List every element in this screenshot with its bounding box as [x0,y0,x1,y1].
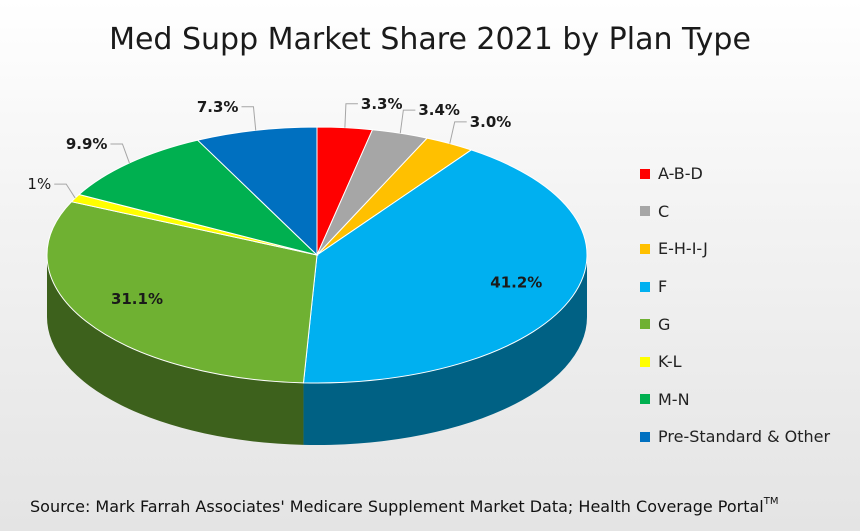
data-label-c: 3.4% [418,101,460,119]
legend-item-g: G [640,305,855,343]
legend-label-pre-standard-other: Pre-Standard & Other [658,427,831,447]
side-f [303,255,587,446]
legend-swatch-e-h-i-j [640,243,650,254]
data-label-a-b-d: 3.3% [361,95,403,113]
slice-f [302,149,588,384]
legend-label-g: G [658,314,671,334]
leader-line-m-n [110,143,130,164]
legend-item-c: C [640,193,855,231]
chart-title: Med Supp Market Share 2021 by Plan Type [109,22,751,57]
legend-item-k-l: K-L [640,343,855,381]
data-label-m-n: 9.9% [66,135,108,153]
legend-swatch-f [640,281,650,292]
leader-line-c [399,109,416,134]
legend: A-B-D C E-H-I-J F G K-L M-N Pre-Standard & Othe… [640,155,855,456]
data-label-g: 31.1% [111,290,163,308]
source-text: Source: Mark Farrah Associates' Medicare… [30,497,764,516]
legend-swatch-pre-standard-other [640,431,650,442]
legend-item-m-n: M-N [640,381,855,419]
legend-item-e-h-i-j: E-H-I-J [640,230,855,268]
legend-swatch-k-l [640,356,650,367]
data-label-pre-standard-other: 7.3% [197,98,239,116]
source-note: Source: Mark Farrah Associates' Medicare… [30,495,779,516]
data-label-e-h-i-j: 3.0% [470,113,512,131]
legend-label-a-b-d: A-B-D [658,164,703,184]
trademark-mark: TM [763,495,779,507]
legend-item-f: F [640,268,855,306]
leader-line-e-h-i-j [449,121,467,144]
legend-label-k-l: K-L [658,352,682,372]
legend-swatch-g [640,319,650,330]
legend-label-e-h-i-j: E-H-I-J [658,239,708,259]
legend-label-m-n: M-N [658,389,690,409]
legend-swatch-a-b-d [640,168,650,179]
leader-line-pre-standard-other [241,106,257,131]
legend-label-f: F [658,277,668,297]
legend-item-pre-standard-other: Pre-Standard & Other [640,418,855,456]
leader-line-a-b-d [344,103,358,128]
side-g [47,255,304,445]
leader-line-k-l [54,183,76,199]
data-label-k-l: 1% [27,175,51,193]
slice-m-n [78,139,319,256]
legend-item-a-b-d: A-B-D [640,155,855,193]
legend-label-c: C [658,201,670,221]
data-label-f: 41.2% [490,273,542,291]
slice-g [46,201,318,384]
legend-swatch-c [640,206,650,217]
legend-swatch-m-n [640,394,650,405]
